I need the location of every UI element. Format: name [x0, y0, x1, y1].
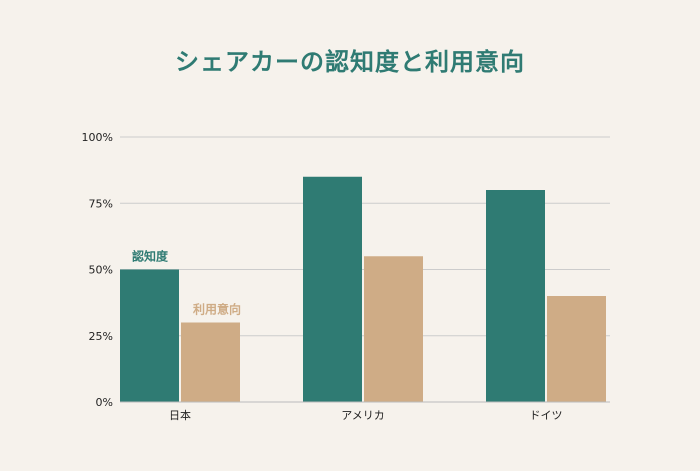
bar: [181, 322, 240, 402]
y-tick-label: 25%: [89, 330, 113, 343]
y-tick-label: 50%: [89, 264, 113, 277]
x-tick-label: アメリカ: [341, 409, 384, 422]
bar: [364, 256, 423, 402]
bar: [120, 269, 179, 402]
y-tick-label: 75%: [89, 197, 113, 210]
x-tick-label: 日本: [169, 408, 191, 422]
y-tick-label: 0%: [96, 396, 113, 409]
bar: [486, 190, 545, 402]
chart-title: シェアカーの認知度と利用意向: [175, 48, 525, 76]
series-label: 認知度: [132, 249, 169, 264]
x-tick-label: ドイツ: [530, 409, 563, 422]
y-tick-label: 100%: [82, 131, 113, 144]
bar: [303, 176, 362, 402]
bar: [547, 296, 606, 402]
series-label: 利用意向: [193, 302, 241, 317]
